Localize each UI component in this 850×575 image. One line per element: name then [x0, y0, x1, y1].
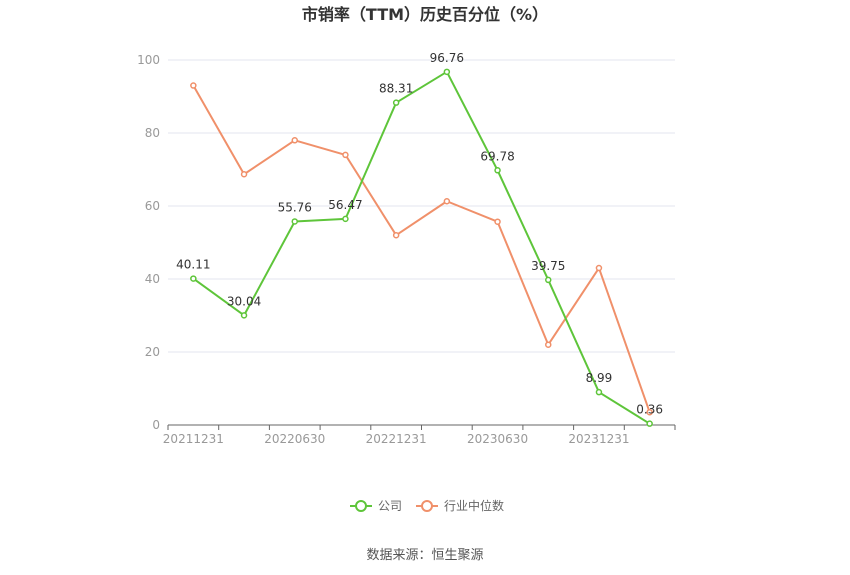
x-tick-label-20220630: 20220630 [264, 432, 325, 446]
x-tick-label-20221231: 20221231 [366, 432, 427, 446]
source-note: 数据来源：恒生聚源 [366, 548, 483, 563]
data-point[interactable] [646, 420, 653, 427]
data-point[interactable] [595, 388, 603, 396]
data-point[interactable] [443, 198, 451, 205]
data-label: 88.31 [379, 82, 413, 96]
data-label: 69.78 [480, 149, 514, 163]
legend-marker-icon [355, 500, 367, 512]
data-point[interactable] [443, 68, 451, 76]
data-point[interactable] [190, 275, 197, 282]
data-point[interactable] [240, 312, 248, 319]
data-point[interactable] [545, 276, 552, 284]
y-tick-label-0: 0 [152, 418, 160, 432]
series-group: 40.11 30.04 55.76 56.47 88.31 96.76 69.78 39.75… [176, 51, 663, 427]
series-1 [190, 82, 653, 416]
y-axis: 0 20 40 60 80 100 [137, 53, 160, 432]
data-label: 55.76 [278, 200, 312, 214]
data-label: 8.99 [586, 371, 613, 385]
legend-label: 公司 [378, 499, 402, 513]
data-point[interactable] [494, 218, 501, 225]
legend-label: 行业中位数 [444, 498, 504, 513]
x-tick-label-20231231: 20231231 [568, 432, 629, 446]
data-point[interactable] [392, 99, 400, 106]
data-point[interactable] [342, 215, 349, 223]
x-tick-label-20230630: 20230630 [467, 432, 528, 446]
x-tick-label-20211231: 20211231 [163, 432, 224, 446]
data-label: 56.47 [328, 198, 362, 212]
data-point[interactable] [545, 341, 552, 348]
series-line-0 [192, 70, 651, 425]
y-tick-label-60: 60 [145, 199, 160, 213]
grid [168, 59, 675, 353]
data-point[interactable] [342, 151, 349, 159]
x-axis: 20211231 20220630 20221231 20230630 20231231 [163, 424, 676, 446]
data-point[interactable] [392, 231, 400, 239]
y-tick-label-80: 80 [145, 126, 160, 140]
legend[interactable]: 公司 行业中位数 [350, 498, 504, 513]
y-tick-label-40: 40 [145, 272, 160, 286]
y-tick-label-20: 20 [145, 345, 160, 359]
data-label: 40.11 [176, 258, 210, 272]
legend-item-1[interactable]: 行业中位数 [416, 498, 504, 513]
data-label: 96.76 [430, 51, 464, 65]
chart-title: 市销率（TTM）历史百分位（%） [302, 5, 548, 24]
data-point[interactable] [291, 218, 298, 225]
data-label: 30.04 [227, 294, 261, 308]
data-point[interactable] [190, 82, 197, 89]
data-label: 0.36 [636, 403, 663, 417]
data-label: 39.75 [531, 259, 565, 273]
data-point[interactable] [494, 167, 501, 174]
data-point[interactable] [595, 264, 603, 272]
series-line-1 [192, 85, 651, 413]
data-point[interactable] [240, 170, 248, 178]
series-0: 40.11 30.04 55.76 56.47 88.31 96.76 69.78 39.75… [176, 51, 663, 427]
data-point[interactable] [646, 408, 653, 416]
data-point[interactable] [291, 137, 298, 144]
y-tick-label-100: 100 [137, 53, 160, 67]
legend-item-0[interactable]: 公司 [350, 499, 402, 513]
legend-marker-icon [421, 500, 433, 512]
